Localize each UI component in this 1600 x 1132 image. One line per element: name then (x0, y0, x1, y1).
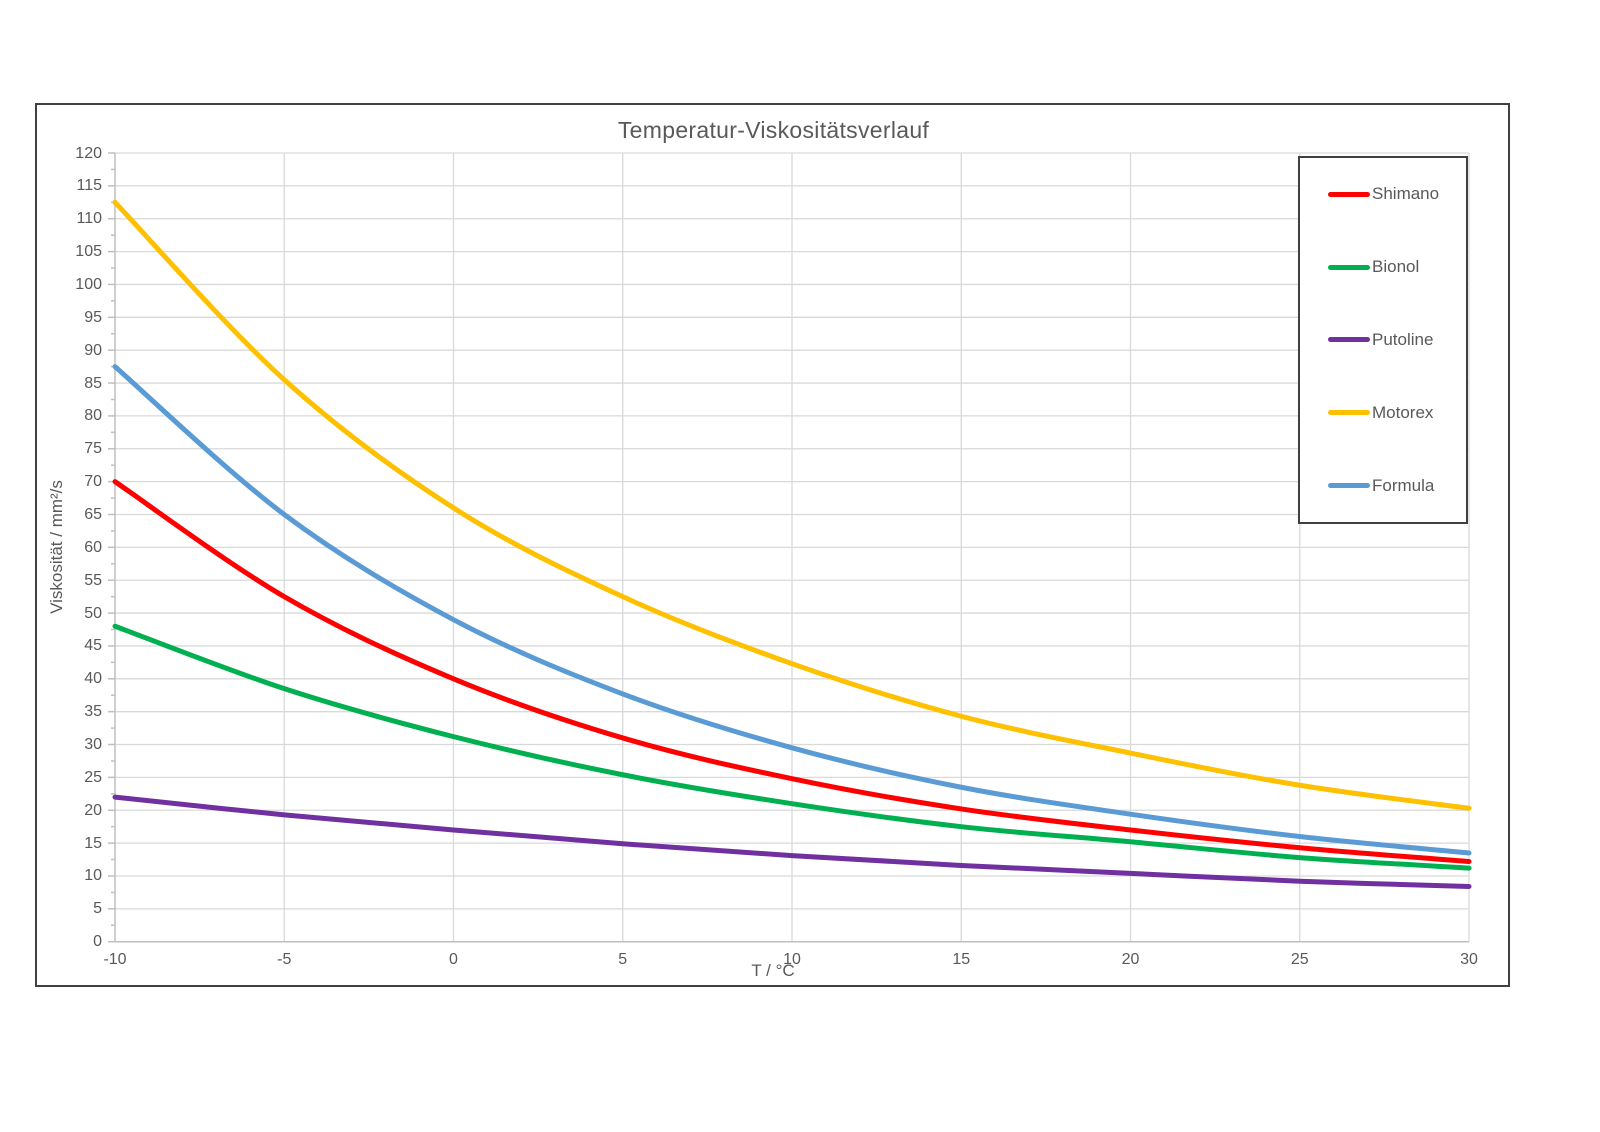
y-tick-label: 30 (84, 736, 102, 754)
y-tick-label: 75 (84, 440, 102, 458)
y-tick-label: 70 (84, 473, 102, 491)
x-tick-label: 5 (618, 951, 628, 968)
series-line-bionol (112, 623, 1472, 871)
series-line-formula (112, 364, 1472, 856)
legend-label: Motorex (1372, 402, 1434, 422)
legend-swatch-bionol (1328, 264, 1370, 270)
legend: Shimano Bionol Putoline Motorex Formula (1298, 156, 1468, 524)
legend-swatch-motorex (1328, 410, 1370, 416)
y-tick-label: 85 (84, 374, 102, 392)
y-tick-label: 110 (76, 210, 102, 228)
x-tick-label: -5 (277, 951, 292, 968)
x-tick-label: 25 (1290, 951, 1309, 968)
legend-label: Shimano (1372, 184, 1440, 204)
legend-item-formula: Formula (1328, 476, 1466, 496)
y-tick-label: 40 (84, 670, 102, 688)
legend-item-bionol: Bionol (1328, 257, 1466, 277)
y-tick-label: 115 (76, 177, 102, 195)
series-line-motorex (112, 199, 1472, 811)
y-tick-label: 80 (84, 407, 102, 425)
y-tick-label: 95 (84, 308, 102, 326)
y-tick-label: 100 (75, 275, 102, 293)
chart-frame (35, 103, 1510, 987)
x-axis-title: T / °C (751, 961, 795, 980)
legend-item-motorex: Motorex (1328, 403, 1466, 423)
x-tick-label: 0 (449, 951, 458, 968)
y-tick-label: 45 (84, 637, 102, 655)
y-tick-label: 90 (84, 341, 102, 359)
legend-swatch-shimano (1328, 191, 1370, 197)
y-tick-label: 120 (75, 144, 102, 162)
y-tick-label: 55 (84, 571, 102, 589)
x-tick-label: 30 (1460, 951, 1478, 968)
x-tick-label: 10 (783, 951, 801, 968)
series-line-shimano (112, 479, 1472, 865)
y-tick-label: 50 (84, 604, 102, 622)
legend-label: Putoline (1372, 329, 1434, 349)
chart-title: Temperatur-Viskositätsverlauf (617, 117, 930, 143)
x-tick-label: -10 (103, 951, 127, 968)
y-tick-label: 25 (84, 768, 102, 786)
series-line-putoline (112, 794, 1472, 889)
legend-swatch-formula (1328, 483, 1370, 489)
y-tick-label: 65 (84, 505, 102, 523)
y-tick-label: 0 (93, 933, 102, 951)
y-tick-label: 10 (84, 867, 102, 885)
y-tick-label: 60 (84, 538, 102, 556)
y-tick-label: 20 (84, 801, 102, 819)
x-tick-label: 15 (952, 951, 971, 968)
x-tick-label: 20 (1121, 951, 1140, 968)
y-tick-label: 105 (75, 243, 102, 261)
legend-label: Formula (1372, 475, 1435, 495)
legend-item-putoline: Putoline (1328, 330, 1466, 350)
y-tick-label: 15 (84, 834, 102, 852)
y-tick-label: 35 (84, 703, 102, 721)
legend-item-shimano: Shimano (1328, 184, 1466, 204)
legend-label: Bionol (1372, 257, 1420, 277)
legend-swatch-putoline (1328, 337, 1370, 343)
y-tick-label: 5 (93, 900, 102, 918)
